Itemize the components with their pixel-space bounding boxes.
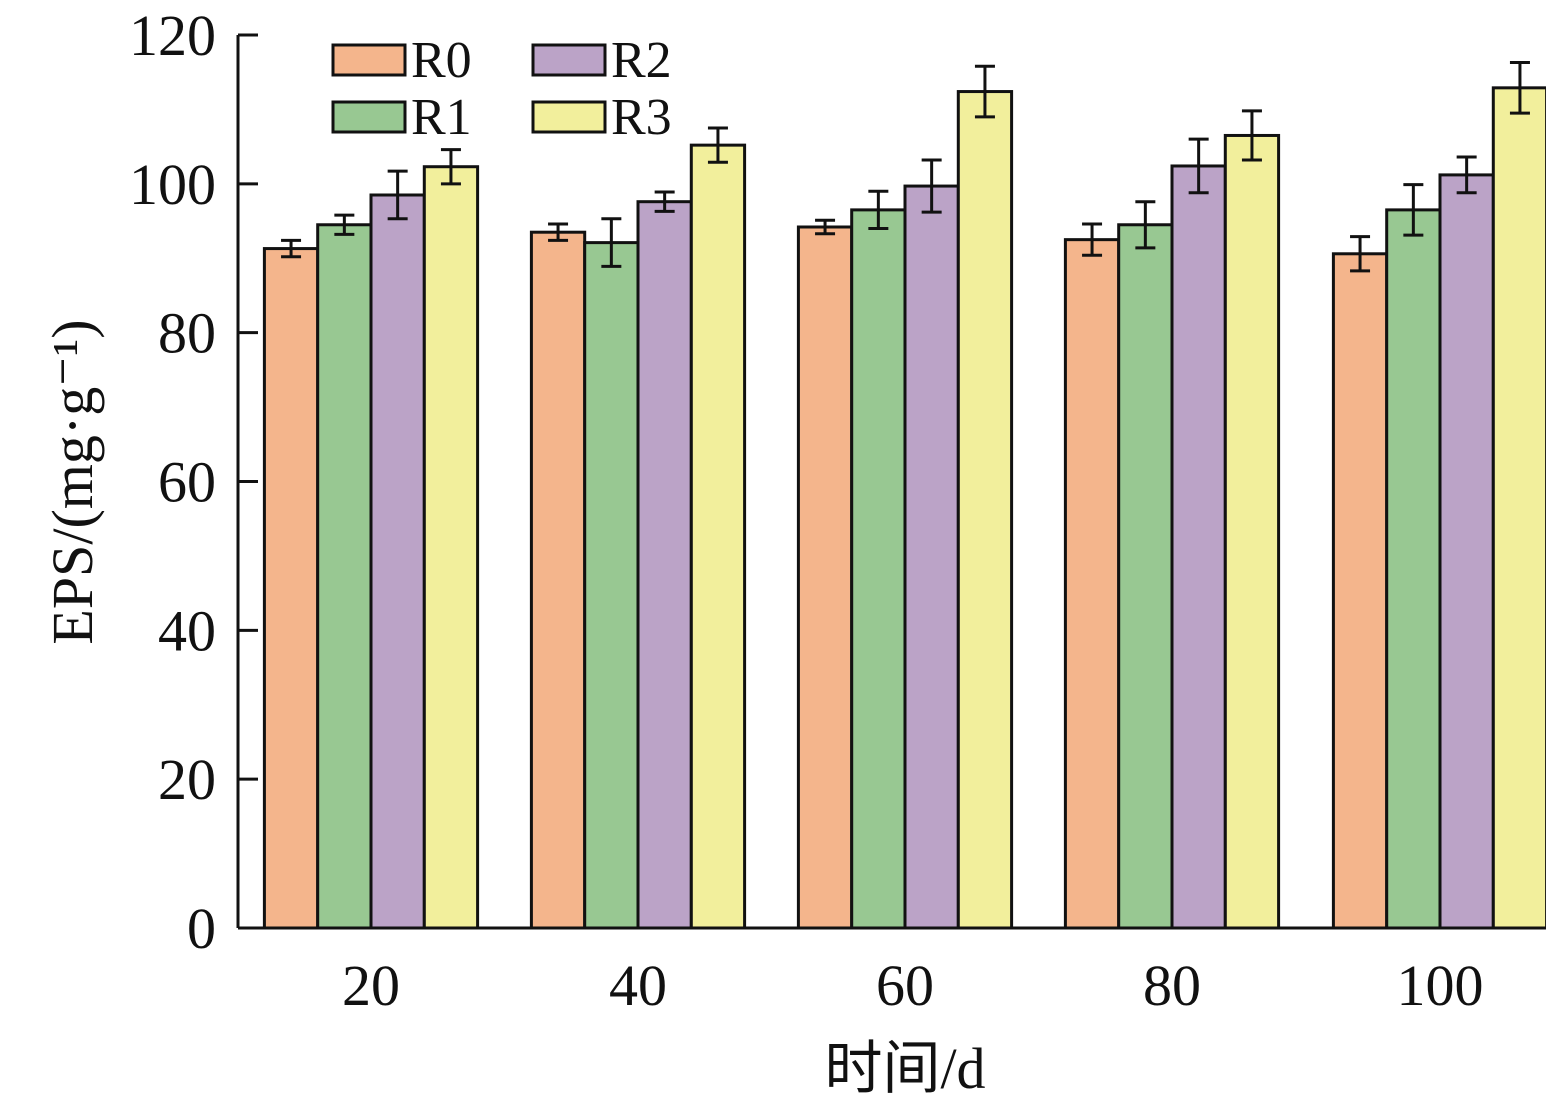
bar-R0-60: [796, 225, 854, 930]
bar-R1-40: [583, 241, 640, 930]
y-tick-label: 40: [158, 598, 216, 663]
error-bar-R3-20: [440, 148, 461, 186]
error-bar-R2-40: [654, 190, 675, 213]
bar-R1-20: [316, 223, 373, 930]
bar-R3-40: [689, 143, 747, 930]
error-bar-R2-60: [921, 158, 942, 214]
bar-R0-80: [1063, 238, 1121, 930]
error-bar-R0-20: [281, 238, 302, 259]
error-bar-R3-80: [1241, 109, 1262, 162]
y-axis-label: EPS/(mg·g⁻¹): [40, 319, 105, 644]
bar-R3-100: [1491, 86, 1546, 930]
legend-label-R0: R0: [411, 32, 472, 89]
bar-R2-60: [903, 184, 960, 930]
y-tick-label: 80: [158, 301, 216, 366]
x-tick-label: 100: [1397, 953, 1484, 1018]
error-bar-R3-60: [974, 64, 995, 119]
bar-R2-40: [636, 200, 693, 930]
error-bar-R1-40: [601, 217, 622, 268]
bar-R0-40: [529, 230, 587, 930]
error-bar-R1-100: [1403, 183, 1424, 237]
bar-R3-80: [1223, 133, 1281, 930]
legend-swatch-R0: [331, 43, 407, 77]
legend-label-R3: R3: [611, 89, 672, 146]
bar-R0-100: [1331, 252, 1389, 930]
error-bar-R1-20: [334, 213, 355, 236]
bar-R1-100: [1385, 208, 1442, 930]
axes-layer: 0 20 40 60 80 100 120 20 40 60 80 100: [129, 3, 1546, 1018]
legend-swatch-R2: [531, 43, 607, 77]
legend-label-R2: R2: [611, 32, 672, 89]
error-bar-R1-80: [1135, 200, 1156, 250]
error-bar-R0-60: [815, 218, 836, 236]
bar-R3-60: [956, 90, 1014, 930]
legend-swatch-R3: [531, 100, 607, 134]
error-bar-R3-100: [1509, 61, 1530, 115]
error-bar-R0-80: [1082, 222, 1103, 257]
x-tick-label: 40: [609, 953, 667, 1018]
y-tick-label: 120: [129, 3, 216, 68]
bars-layer: [262, 61, 1546, 930]
y-tick-label: 60: [158, 450, 216, 515]
bar-R2-100: [1438, 173, 1495, 930]
error-bar-R0-100: [1350, 235, 1371, 273]
legend-swatch-R1: [331, 100, 407, 134]
y-tick-label: 100: [129, 152, 216, 217]
error-bar-R1-60: [868, 189, 889, 230]
error-bar-R2-100: [1456, 155, 1477, 195]
bar-R3-20: [422, 165, 480, 930]
bar-R2-20: [369, 193, 426, 930]
y-tick-label: 20: [158, 747, 216, 812]
error-bar-R0-40: [548, 222, 569, 242]
bar-R2-80: [1170, 164, 1227, 930]
x-axis-label: 时间/d: [824, 1036, 985, 1101]
error-bar-R2-20: [387, 169, 408, 221]
error-bar-R3-40: [707, 126, 728, 164]
bar-R0-20: [262, 247, 320, 930]
legend: R0 R2 R1 R3: [331, 32, 672, 146]
bar-R1-80: [1117, 223, 1174, 930]
bar-R1-60: [850, 208, 907, 930]
legend-label-R1: R1: [411, 89, 472, 146]
y-tick-label: 0: [187, 896, 216, 961]
x-tick-label: 80: [1143, 953, 1201, 1018]
x-tick-label: 20: [342, 953, 400, 1018]
error-bar-R2-80: [1188, 137, 1209, 195]
x-tick-label: 60: [876, 953, 934, 1018]
